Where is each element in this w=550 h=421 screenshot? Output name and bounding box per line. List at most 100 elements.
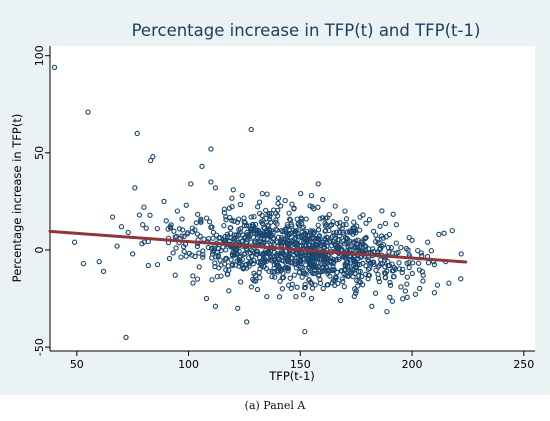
scatter-point (212, 260, 218, 266)
scatter-point (223, 267, 229, 273)
scatter-point (367, 265, 373, 271)
scatter-point (315, 260, 321, 266)
scatter-point (213, 232, 220, 238)
scatter-point (405, 247, 411, 253)
scatter-point (316, 273, 322, 279)
scatter-point (230, 187, 236, 193)
scatter-point (363, 220, 369, 226)
scatter-point (172, 272, 178, 278)
scatter-point (275, 207, 281, 214)
scatter-point (223, 255, 230, 262)
scatter-point (257, 275, 263, 281)
chart-title: Percentage increase in TFP(t) and TFP(t-… (132, 21, 481, 40)
scatter-point (353, 264, 360, 270)
scatter-point (458, 276, 464, 282)
scatter-point (216, 265, 222, 271)
scatter-point (200, 254, 206, 260)
scatter-point (309, 239, 315, 245)
scatter-point (241, 222, 248, 229)
scatter-point (109, 214, 116, 220)
scatter-point (341, 267, 348, 274)
scatter-point (237, 201, 244, 208)
scatter-point (287, 275, 293, 281)
scatter-point (332, 203, 338, 209)
scatter-point (434, 282, 441, 288)
scatter-point (360, 282, 366, 288)
scatter-point (449, 227, 455, 234)
scatter-point (276, 294, 283, 300)
y-tick-label: 100 (33, 45, 46, 66)
scatter-point (217, 234, 223, 241)
scatter-point (379, 208, 385, 214)
scatter-point (384, 308, 390, 315)
scatter-point (406, 264, 412, 271)
scatter-point (372, 290, 379, 296)
scatter-point (307, 279, 314, 285)
scatter-point (204, 215, 210, 221)
scatter-point (154, 225, 160, 232)
scatter-point (320, 239, 327, 245)
scatter-point (336, 256, 342, 262)
scatter-point (373, 238, 379, 245)
scatter-point (375, 275, 382, 282)
scatter-point (322, 215, 329, 221)
scatter-point (206, 219, 213, 225)
scatter-point (261, 252, 267, 258)
scatter-point (307, 257, 314, 263)
scatter-point (324, 268, 331, 275)
scatter-point (339, 276, 345, 282)
scatter-point (376, 262, 382, 269)
scatter-point (190, 280, 196, 286)
scatter-point (287, 259, 294, 265)
scatter-point (373, 267, 379, 273)
scatter-point (249, 223, 255, 229)
scatter-point (332, 277, 338, 283)
scatter-point (337, 220, 343, 226)
scatter-point (170, 250, 176, 256)
scatter-point (269, 268, 275, 275)
scatter-point (300, 292, 307, 298)
scatter-point (234, 219, 241, 225)
scatter-point (266, 211, 273, 217)
scatter-point (404, 294, 410, 300)
scatter-point (247, 259, 254, 265)
scatter-point (303, 216, 309, 222)
scatter-point (312, 282, 318, 288)
scatter-point (352, 244, 358, 251)
scatter-point (296, 258, 302, 264)
scatter-point (266, 223, 272, 229)
scatter-point (174, 208, 181, 214)
scatter-point (322, 220, 328, 226)
scatter-point (398, 244, 404, 251)
scatter-point (185, 229, 191, 236)
scatter-point (309, 235, 315, 241)
scatter-point (357, 227, 363, 233)
scatter-point (261, 236, 267, 243)
scatter-point (348, 269, 354, 275)
scatter-point (284, 235, 291, 241)
scatter-point (205, 244, 212, 251)
scatter-point (150, 154, 156, 160)
scatter-point (345, 263, 351, 269)
scatter-point (173, 245, 179, 251)
scatter-point (416, 285, 423, 292)
scatter-point (320, 196, 326, 203)
scatter-point (188, 181, 194, 187)
scatter-point (277, 278, 283, 284)
scatter-point (136, 212, 143, 218)
scatter-point (322, 254, 328, 260)
scatter-point (351, 293, 357, 300)
scatter-point (389, 298, 396, 304)
scatter-point (200, 248, 206, 254)
scatter-point (249, 248, 256, 255)
scatter-point (241, 215, 247, 221)
scatter-point (291, 240, 297, 247)
scatter-point (221, 210, 228, 216)
scatter-point (291, 205, 297, 211)
scatter-point (145, 262, 151, 269)
scatter-point (257, 266, 263, 272)
scatter-point (337, 297, 344, 304)
scatter-point (245, 234, 252, 240)
scatter-point (273, 226, 279, 232)
scatter-point (332, 275, 338, 281)
